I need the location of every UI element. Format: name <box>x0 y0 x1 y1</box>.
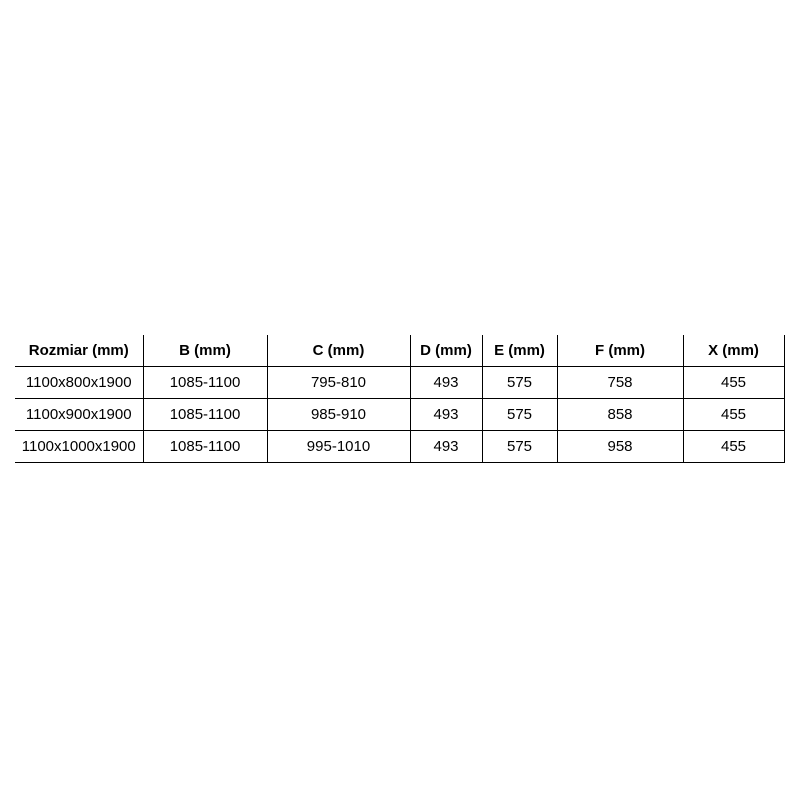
cell-rozmiar: 1100x900x1900 <box>15 398 144 431</box>
header-c: C (mm) <box>266 335 411 367</box>
header-f: F (mm) <box>556 335 684 367</box>
cell-c: 795-810 <box>266 366 411 399</box>
header-d: D (mm) <box>409 335 483 367</box>
spec-table: Rozmiar (mm) B (mm) C (mm) D (mm) E (mm)… <box>15 335 785 463</box>
cell-c: 985-910 <box>266 398 411 431</box>
cell-f: 958 <box>556 430 684 463</box>
cell-e: 575 <box>481 430 558 463</box>
cell-rozmiar: 1100x800x1900 <box>15 366 144 399</box>
cell-d: 493 <box>409 366 483 399</box>
header-x: X (mm) <box>682 335 785 367</box>
table-row: 1100x800x1900 1085-1100 795-810 493 575 … <box>15 366 785 399</box>
cell-b: 1085-1100 <box>142 398 268 431</box>
header-row: Rozmiar (mm) B (mm) C (mm) D (mm) E (mm)… <box>15 335 785 367</box>
header-rozmiar: Rozmiar (mm) <box>15 335 144 367</box>
table-row: 1100x1000x1900 1085-1100 995-1010 493 57… <box>15 430 785 463</box>
cell-f: 758 <box>556 366 684 399</box>
cell-x: 455 <box>682 398 785 431</box>
header-e: E (mm) <box>481 335 558 367</box>
cell-rozmiar: 1100x1000x1900 <box>15 430 144 463</box>
cell-d: 493 <box>409 430 483 463</box>
cell-e: 575 <box>481 398 558 431</box>
cell-f: 858 <box>556 398 684 431</box>
cell-b: 1085-1100 <box>142 366 268 399</box>
table-row: 1100x900x1900 1085-1100 985-910 493 575 … <box>15 398 785 431</box>
cell-e: 575 <box>481 366 558 399</box>
cell-x: 455 <box>682 430 785 463</box>
cell-x: 455 <box>682 366 785 399</box>
cell-b: 1085-1100 <box>142 430 268 463</box>
header-b: B (mm) <box>142 335 268 367</box>
cell-c: 995-1010 <box>266 430 411 463</box>
cell-d: 493 <box>409 398 483 431</box>
